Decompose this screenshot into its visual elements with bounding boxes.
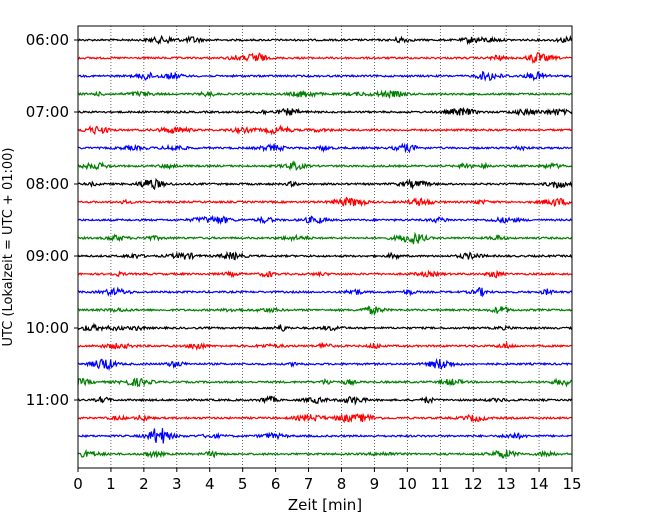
- trace-0815: [77, 196, 573, 208]
- trace-0730: [77, 142, 573, 154]
- x-axis-label: Zeit [min]: [288, 496, 362, 514]
- trace-0615: [77, 51, 573, 64]
- x-tick-label: 12: [464, 475, 483, 493]
- plot-frame: [77, 25, 573, 469]
- trace-0600: [77, 34, 573, 46]
- x-tick-label: 5: [238, 475, 248, 493]
- trace-1145: [77, 448, 573, 459]
- trace-0715: [77, 124, 573, 136]
- trace-0945: [77, 305, 573, 317]
- x-tick-label: 3: [172, 475, 182, 493]
- x-tick-label: 1: [106, 475, 116, 493]
- y-tick-label: 08:00: [26, 175, 69, 193]
- x-tick-label: 6: [271, 475, 281, 493]
- x-tick-label: 0: [73, 475, 83, 493]
- traces: [77, 34, 573, 459]
- y-axis-label: UTC (Lokalzeit = UTC + 01:00): [1, 148, 16, 347]
- trace-1100: [77, 395, 573, 406]
- x-tick-label: 13: [497, 475, 516, 493]
- y-tick-label: 10:00: [26, 319, 69, 337]
- x-axis-ticks: 0 1 2 3 4 5 6 7 8 9 10 11 12 13 14 15: [73, 468, 582, 493]
- trace-0830: [77, 214, 573, 226]
- trace-1045: [77, 377, 573, 388]
- x-tick-label: 15: [562, 475, 581, 493]
- x-tick-label: 10: [398, 475, 417, 493]
- trace-1030: [77, 357, 573, 372]
- y-tick-label: 09:00: [26, 247, 69, 265]
- y-tick-label: 07:00: [26, 103, 69, 121]
- trace-0745: [77, 159, 573, 172]
- y-tick-label: 06:00: [26, 31, 69, 49]
- x-tick-label: 4: [205, 475, 215, 493]
- y-tick-label: 11:00: [26, 391, 69, 409]
- x-tick-label: 14: [530, 475, 549, 493]
- x-tick-label: 7: [304, 475, 314, 493]
- trace-1115: [77, 412, 573, 424]
- trace-0930: [77, 286, 573, 298]
- trace-0630: [77, 70, 573, 82]
- x-tick-label: 2: [139, 475, 149, 493]
- y-axis-ticks: 06:00 07:00 08:00 09:00 10:00 11:00: [26, 31, 78, 409]
- x-tick-label: 9: [370, 475, 380, 493]
- trace-1130: [77, 428, 573, 444]
- x-tick-label: 8: [337, 475, 347, 493]
- trace-1015: [77, 341, 573, 351]
- trace-0900: [77, 250, 573, 261]
- trace-0915: [77, 269, 573, 279]
- trace-0800: [77, 177, 573, 191]
- trace-1000: [77, 322, 573, 333]
- trace-0845: [77, 231, 573, 245]
- x-tick-label: 11: [431, 475, 450, 493]
- trace-0645: [77, 89, 573, 100]
- trace-0700: [77, 106, 573, 117]
